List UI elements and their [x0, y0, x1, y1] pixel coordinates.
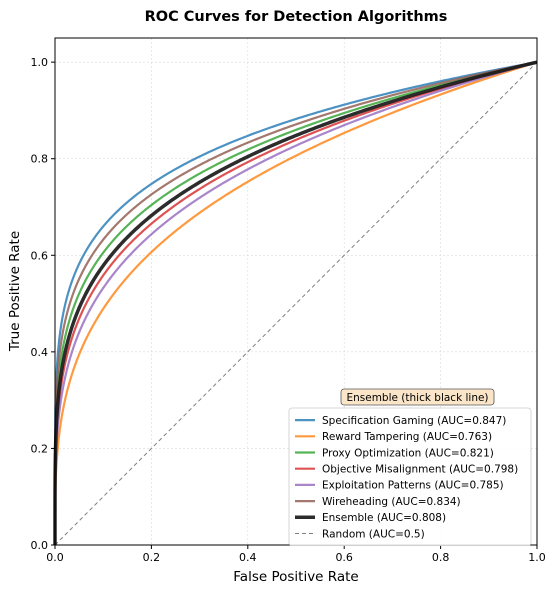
legend-label: Proxy Optimization (AUC=0.821)	[322, 447, 494, 459]
x-tick-label: 0.6	[335, 551, 353, 564]
legend: Specification Gaming (AUC=0.847) Reward T…	[288, 407, 532, 547]
legend-label: Reward Tampering (AUC=0.763)	[322, 431, 492, 443]
annotation-box	[340, 388, 495, 406]
annotation-text: Ensemble (thick black line)	[346, 392, 488, 404]
legend-label: Wireheading (AUC=0.834)	[322, 496, 461, 508]
legend-label: Random (AUC=0.5)	[322, 528, 425, 540]
x-tick-label: 0.8	[432, 551, 450, 564]
legend-box	[288, 407, 532, 547]
y-tick-label: 0.2	[31, 442, 49, 455]
legend-label: Specification Gaming (AUC=0.847)	[322, 415, 506, 427]
y-axis-title: True Positive Rate	[7, 231, 23, 352]
y-tick-label: 0.4	[31, 346, 49, 359]
series-line	[53, 61, 538, 545]
y-tick-label: 0.6	[31, 249, 49, 262]
x-tick-label: 0.4	[239, 551, 257, 564]
axis-ticks: 0.0 0.2 0.4 0.6 0.8 1.0 0.0 0.2 0.4 0.6 0.8 1.0	[31, 56, 546, 564]
series-line	[53, 60, 538, 545]
legend-label: Exploitation Patterns (AUC=0.785)	[322, 480, 504, 492]
legend-label: Objective Misalignment (AUC=0.798)	[322, 464, 518, 476]
x-tick-label: 1.0	[528, 551, 546, 564]
x-axis-title: False Positive Rate	[233, 569, 358, 585]
chart-title: ROC Curves for Detection Algorithms	[145, 9, 448, 25]
y-tick-label: 0.0	[31, 539, 49, 552]
series-line	[53, 61, 538, 545]
series-line	[54, 61, 538, 546]
y-tick-label: 1.0	[31, 56, 49, 69]
series-line	[53, 61, 538, 545]
x-tick-label: 0.2	[143, 551, 161, 564]
y-tick-label: 0.8	[31, 153, 49, 166]
curves	[53, 60, 538, 546]
x-tick-label: 0.0	[46, 551, 64, 564]
legend-label: Ensemble (AUC=0.808)	[322, 512, 446, 524]
ensemble-annotation: Ensemble (thick black line)	[340, 388, 495, 406]
